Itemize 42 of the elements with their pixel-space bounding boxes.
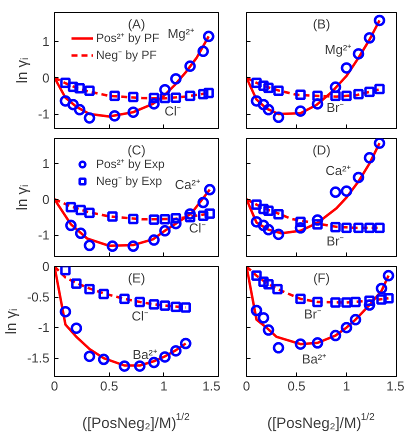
annotation: Br⁻ <box>304 306 321 322</box>
annotation: Ba²⁺ <box>302 351 326 366</box>
legend-label: Neg⁻ by PF <box>96 47 157 63</box>
legend-label: Neg⁻ by Exp <box>96 173 162 189</box>
chart-title: (D) <box>312 142 331 158</box>
y-tick-label: 0 <box>42 259 50 274</box>
legend-label: Pos²⁺ by PF <box>96 31 160 46</box>
y-tick-label: -1 <box>38 106 50 122</box>
y-axis-title: ln γᵢ <box>14 184 31 210</box>
y-tick-label: -1.5 <box>27 350 50 366</box>
y-tick-label: 1 <box>42 34 50 49</box>
chart-title: (C) <box>127 142 146 158</box>
y-tick-label: -1 <box>38 320 50 336</box>
y-axis-title: ln γᵢ <box>3 308 20 334</box>
annotation: Cl⁻ <box>189 220 206 236</box>
x-tick-label: 0.5 <box>100 378 118 394</box>
chart-title: (B) <box>312 16 330 32</box>
y-tick-label: -0.5 <box>27 290 50 305</box>
annotation: Cl⁻ <box>164 104 181 119</box>
x-tick-label: 0.5 <box>287 378 306 394</box>
x-tick-label: 1 <box>342 378 350 394</box>
x-tick-label: 1.5 <box>386 378 404 394</box>
x-tick-label: 1 <box>160 378 168 394</box>
annotation: Mg²⁺ <box>324 42 352 58</box>
chart-title: (F) <box>313 270 330 286</box>
annotation: Cl⁻ <box>132 308 148 324</box>
y-tick-label: 0 <box>42 192 50 207</box>
chart-title: (E) <box>128 270 146 286</box>
annotation: Ca²⁺ <box>326 162 350 178</box>
y-tick-label: 0 <box>42 70 50 86</box>
annotation: Mg²⁺ <box>168 26 194 41</box>
annotation: Ba²⁺ <box>132 347 157 362</box>
x-tick-label: 1.5 <box>202 378 221 394</box>
annotation: Br⁻ <box>326 234 344 249</box>
y-tick-label: -1 <box>38 228 50 243</box>
y-axis-title: ln γᵢ <box>14 58 31 84</box>
annotation: Ca²⁺ <box>174 177 200 192</box>
chart-title: (A) <box>128 16 146 32</box>
legend-label: Pos²⁺ by Exp <box>96 157 165 172</box>
y-tick-label: 1 <box>42 156 50 172</box>
x-tick-label: 0 <box>242 378 250 394</box>
annotation: Br⁻ <box>326 100 344 116</box>
